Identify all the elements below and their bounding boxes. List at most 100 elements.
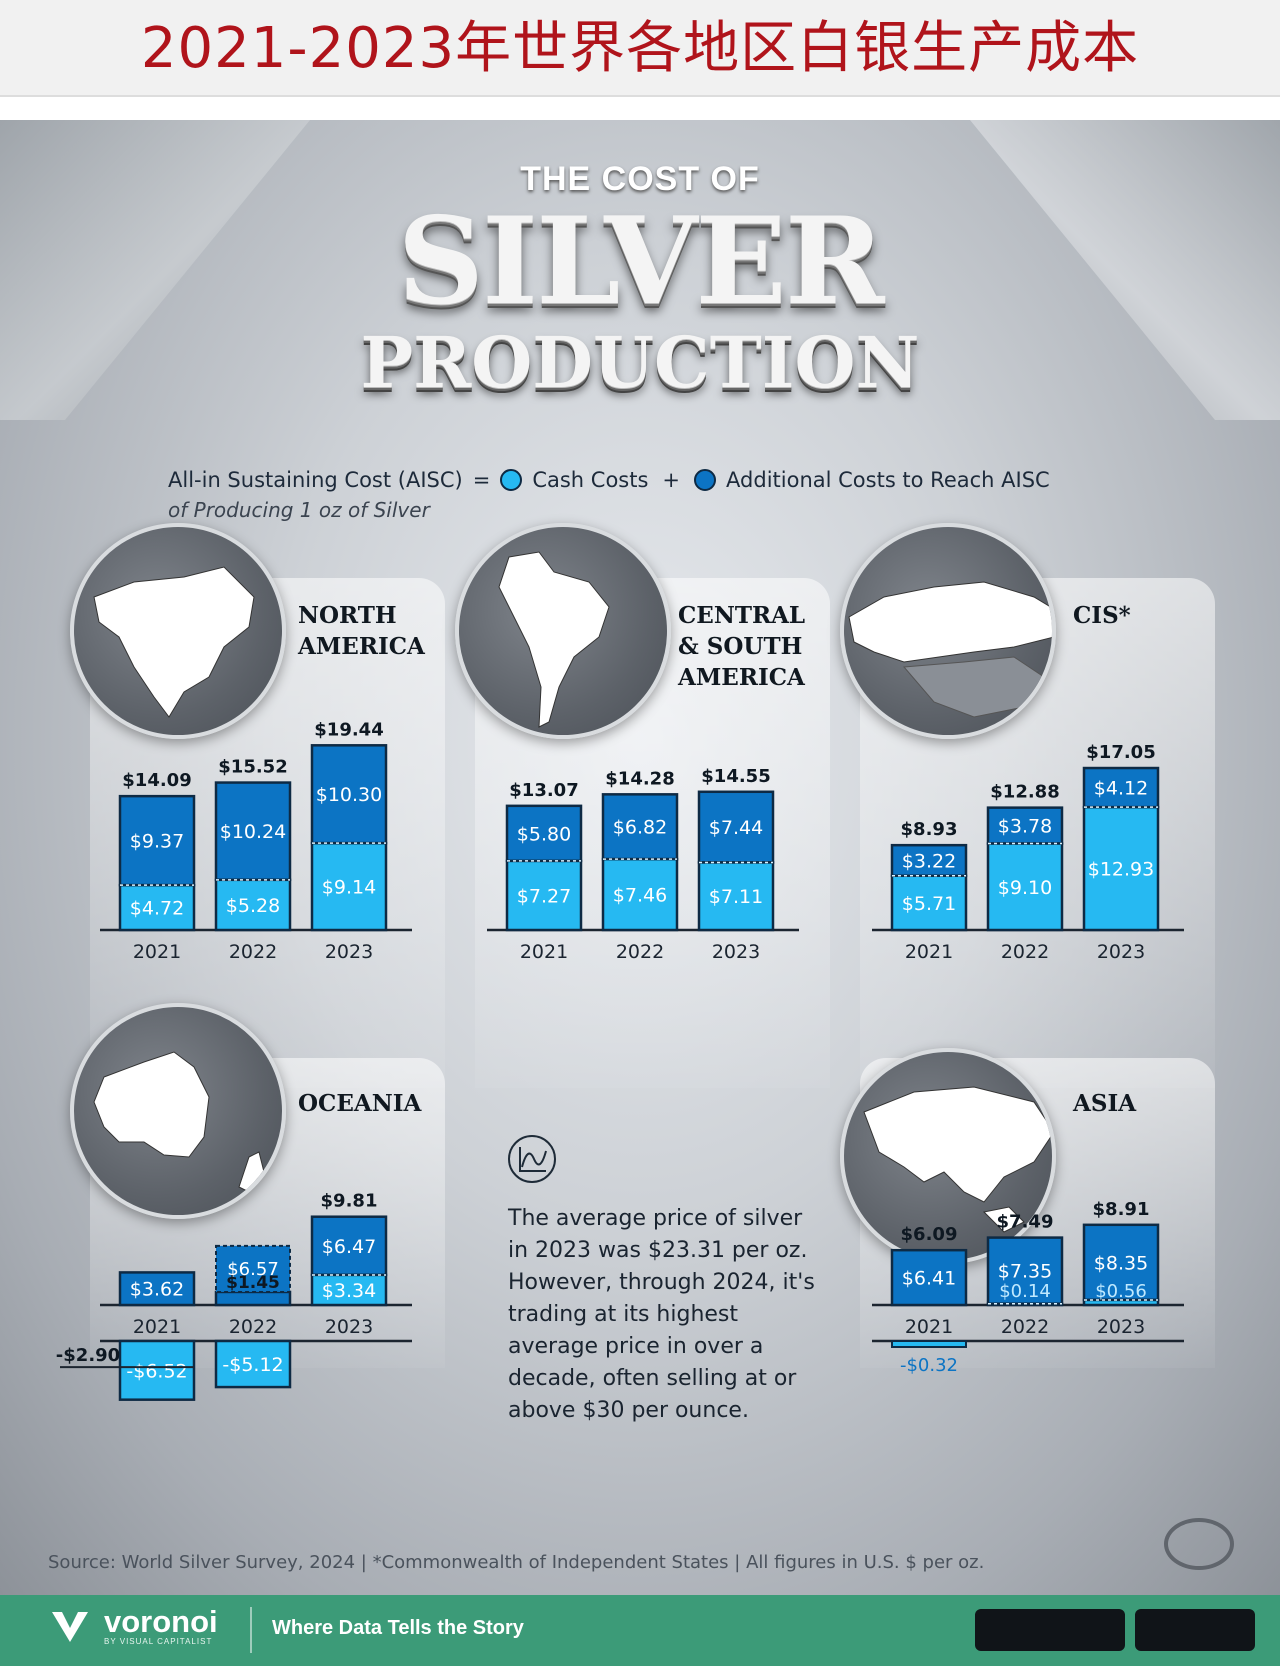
year-tick-label: 2021 xyxy=(905,1316,953,1338)
cash-data-label: $9.10 xyxy=(998,877,1052,899)
cash-data-label: $7.11 xyxy=(709,886,763,908)
bar-additional-cost xyxy=(890,843,968,878)
total-data-label: $13.07 xyxy=(509,780,578,801)
year-tick-label: 2023 xyxy=(712,941,760,963)
bar-cash-cost xyxy=(310,1273,388,1307)
bar-cash-cost-negative xyxy=(891,1340,967,1348)
region-title-north-america: NORTH AMERICA xyxy=(298,600,425,662)
region-title-cis: CIS* xyxy=(1073,600,1131,631)
additional-data-label: $4.12 xyxy=(1094,778,1148,800)
cash-data-label: $0.56 xyxy=(1095,1281,1147,1302)
bar-additional-cost xyxy=(505,804,583,863)
year-tick-label: 2021 xyxy=(520,941,568,963)
cash-data-label: $7.27 xyxy=(517,885,571,907)
chart-north-america: 2021 $9.37 $4.72 $14.09 2022 $10.24 $5.28 $15.5… xyxy=(100,680,440,970)
legend-plus: + xyxy=(662,468,681,492)
year-tick-label: 2021 xyxy=(905,941,953,963)
bar-additional-cost xyxy=(214,781,292,882)
total-data-label: $9.81 xyxy=(321,1191,378,1212)
bar-additional-offset xyxy=(215,1244,291,1293)
headline-mid: PRODUCTION xyxy=(360,321,920,404)
additional-data-label: $5.80 xyxy=(517,823,571,845)
total-data-label: $7.49 xyxy=(997,1212,1054,1233)
cash-data-label: $4.72 xyxy=(130,898,184,920)
year-tick-label: 2023 xyxy=(1097,1316,1145,1338)
bar-cash-cost xyxy=(601,857,679,932)
cash-data-label: $7.46 xyxy=(613,885,667,907)
source-note: Source: World Silver Survey, 2024 | *Com… xyxy=(48,1552,985,1573)
legend-equals: = xyxy=(472,468,491,492)
cash-data-label: $12.93 xyxy=(1088,859,1154,881)
year-tick-label: 2022 xyxy=(229,1316,277,1338)
cash-data-label: $3.34 xyxy=(322,1280,376,1302)
brand-name: voronoi xyxy=(104,1604,218,1639)
cash-data-label: $5.28 xyxy=(226,895,280,917)
total-data-label: $17.05 xyxy=(1086,742,1155,763)
bar-additional-cost xyxy=(214,1290,292,1307)
additional-data-label: $6.57 xyxy=(227,1259,279,1280)
google-play-badge[interactable] xyxy=(1135,1609,1255,1651)
bar-cash-cost xyxy=(505,859,583,932)
bar-additional-cost xyxy=(310,744,388,845)
bar-additional-cost xyxy=(1082,1223,1160,1302)
additional-data-label: $7.35 xyxy=(998,1261,1052,1283)
year-tick-label: 2021 xyxy=(133,941,181,963)
region-title-line: CIS* xyxy=(1073,602,1131,629)
legend-subtitle: of Producing 1 oz of Silver xyxy=(168,498,430,522)
legend: All-in Sustaining Cost (AISC) = Cash Cos… xyxy=(168,468,1128,522)
bar-cash-cost-negative xyxy=(214,1339,292,1389)
bar-additional-cost xyxy=(118,794,196,887)
footer-divider xyxy=(250,1607,252,1653)
bar-cash-cost xyxy=(118,883,196,932)
legend-cash-label: Cash Costs xyxy=(532,468,649,492)
bar-additional-cost xyxy=(118,1271,196,1307)
headline: THE COST OF SILVER PRODUCTION xyxy=(0,160,1280,403)
brand-logo[interactable]: voronoi BY VISUAL CAPITALIST xyxy=(50,1604,218,1646)
bar-additional-cost xyxy=(986,806,1064,845)
additional-data-label: $8.35 xyxy=(1094,1252,1148,1274)
legend-additional-label: Additional Costs to Reach AISC xyxy=(726,468,1050,492)
total-data-label: -$2.90 xyxy=(56,1345,120,1366)
additional-data-label: $3.22 xyxy=(902,850,956,872)
region-title-central-south-america: CENTRAL & SOUTH AMERICA xyxy=(678,600,805,693)
region-title-oceania: OCEANIA xyxy=(298,1088,421,1119)
cash-data-label: $9.14 xyxy=(322,877,376,899)
chart-asia: 2021 -$0.32 $6.41 $6.09 2022 $7.35 $0.14 $7.49 2… xyxy=(872,1135,1212,1435)
year-tick-label: 2022 xyxy=(1001,1316,1049,1338)
cis-globe-icon xyxy=(840,523,1056,739)
bar-additional-cost xyxy=(697,790,775,864)
app-store-badge[interactable] xyxy=(975,1609,1125,1651)
total-data-label: $19.44 xyxy=(314,719,383,740)
region-title-line: ASIA xyxy=(1073,1090,1137,1117)
additional-data-label: $6.47 xyxy=(322,1236,376,1258)
region-title-line: & SOUTH xyxy=(678,633,803,660)
cash-data-label: -$5.12 xyxy=(222,1354,283,1376)
additional-swatch-icon xyxy=(694,469,717,491)
bar-cash-cost xyxy=(697,861,775,932)
silver-price-note: The average price of silver in 2023 was … xyxy=(508,1206,815,1423)
region-title-asia: ASIA xyxy=(1073,1088,1136,1119)
total-data-label: $12.88 xyxy=(990,782,1059,803)
brand-byline: BY VISUAL CAPITALIST xyxy=(104,1637,213,1646)
year-tick-label: 2022 xyxy=(1001,941,1049,963)
year-tick-label: 2022 xyxy=(229,941,277,963)
additional-data-label: $10.30 xyxy=(316,784,382,806)
total-data-label: $1.45 xyxy=(226,1273,280,1293)
price-chart-icon xyxy=(508,1135,556,1183)
bar-additional-cost xyxy=(601,793,679,861)
total-data-label: $8.93 xyxy=(901,819,958,840)
north-america-globe-icon xyxy=(70,523,286,739)
chart-central-south-america: 2021 $5.80 $7.27 $13.07 2022 $6.82 $7.46 $14.28… xyxy=(487,680,827,970)
banner-title: 2021-2023年世界各地区白银生产成本 xyxy=(140,16,1140,81)
footer: voronoi BY VISUAL CAPITALIST Where Data … xyxy=(0,1595,1280,1666)
year-tick-label: 2021 xyxy=(133,1316,181,1338)
cash-data-label: $0.14 xyxy=(999,1281,1051,1302)
headline-big: SILVER xyxy=(397,191,884,332)
total-data-label: $15.52 xyxy=(218,757,287,778)
additional-data-label: $7.44 xyxy=(709,817,763,839)
visual-capitalist-logo-icon xyxy=(1164,1518,1234,1570)
bar-cash-cost-negative xyxy=(118,1339,196,1401)
cash-swatch-icon xyxy=(500,469,523,491)
infographic: THE COST OF SILVER PRODUCTION All-in Sus… xyxy=(0,120,1280,1595)
year-tick-label: 2023 xyxy=(1097,941,1145,963)
